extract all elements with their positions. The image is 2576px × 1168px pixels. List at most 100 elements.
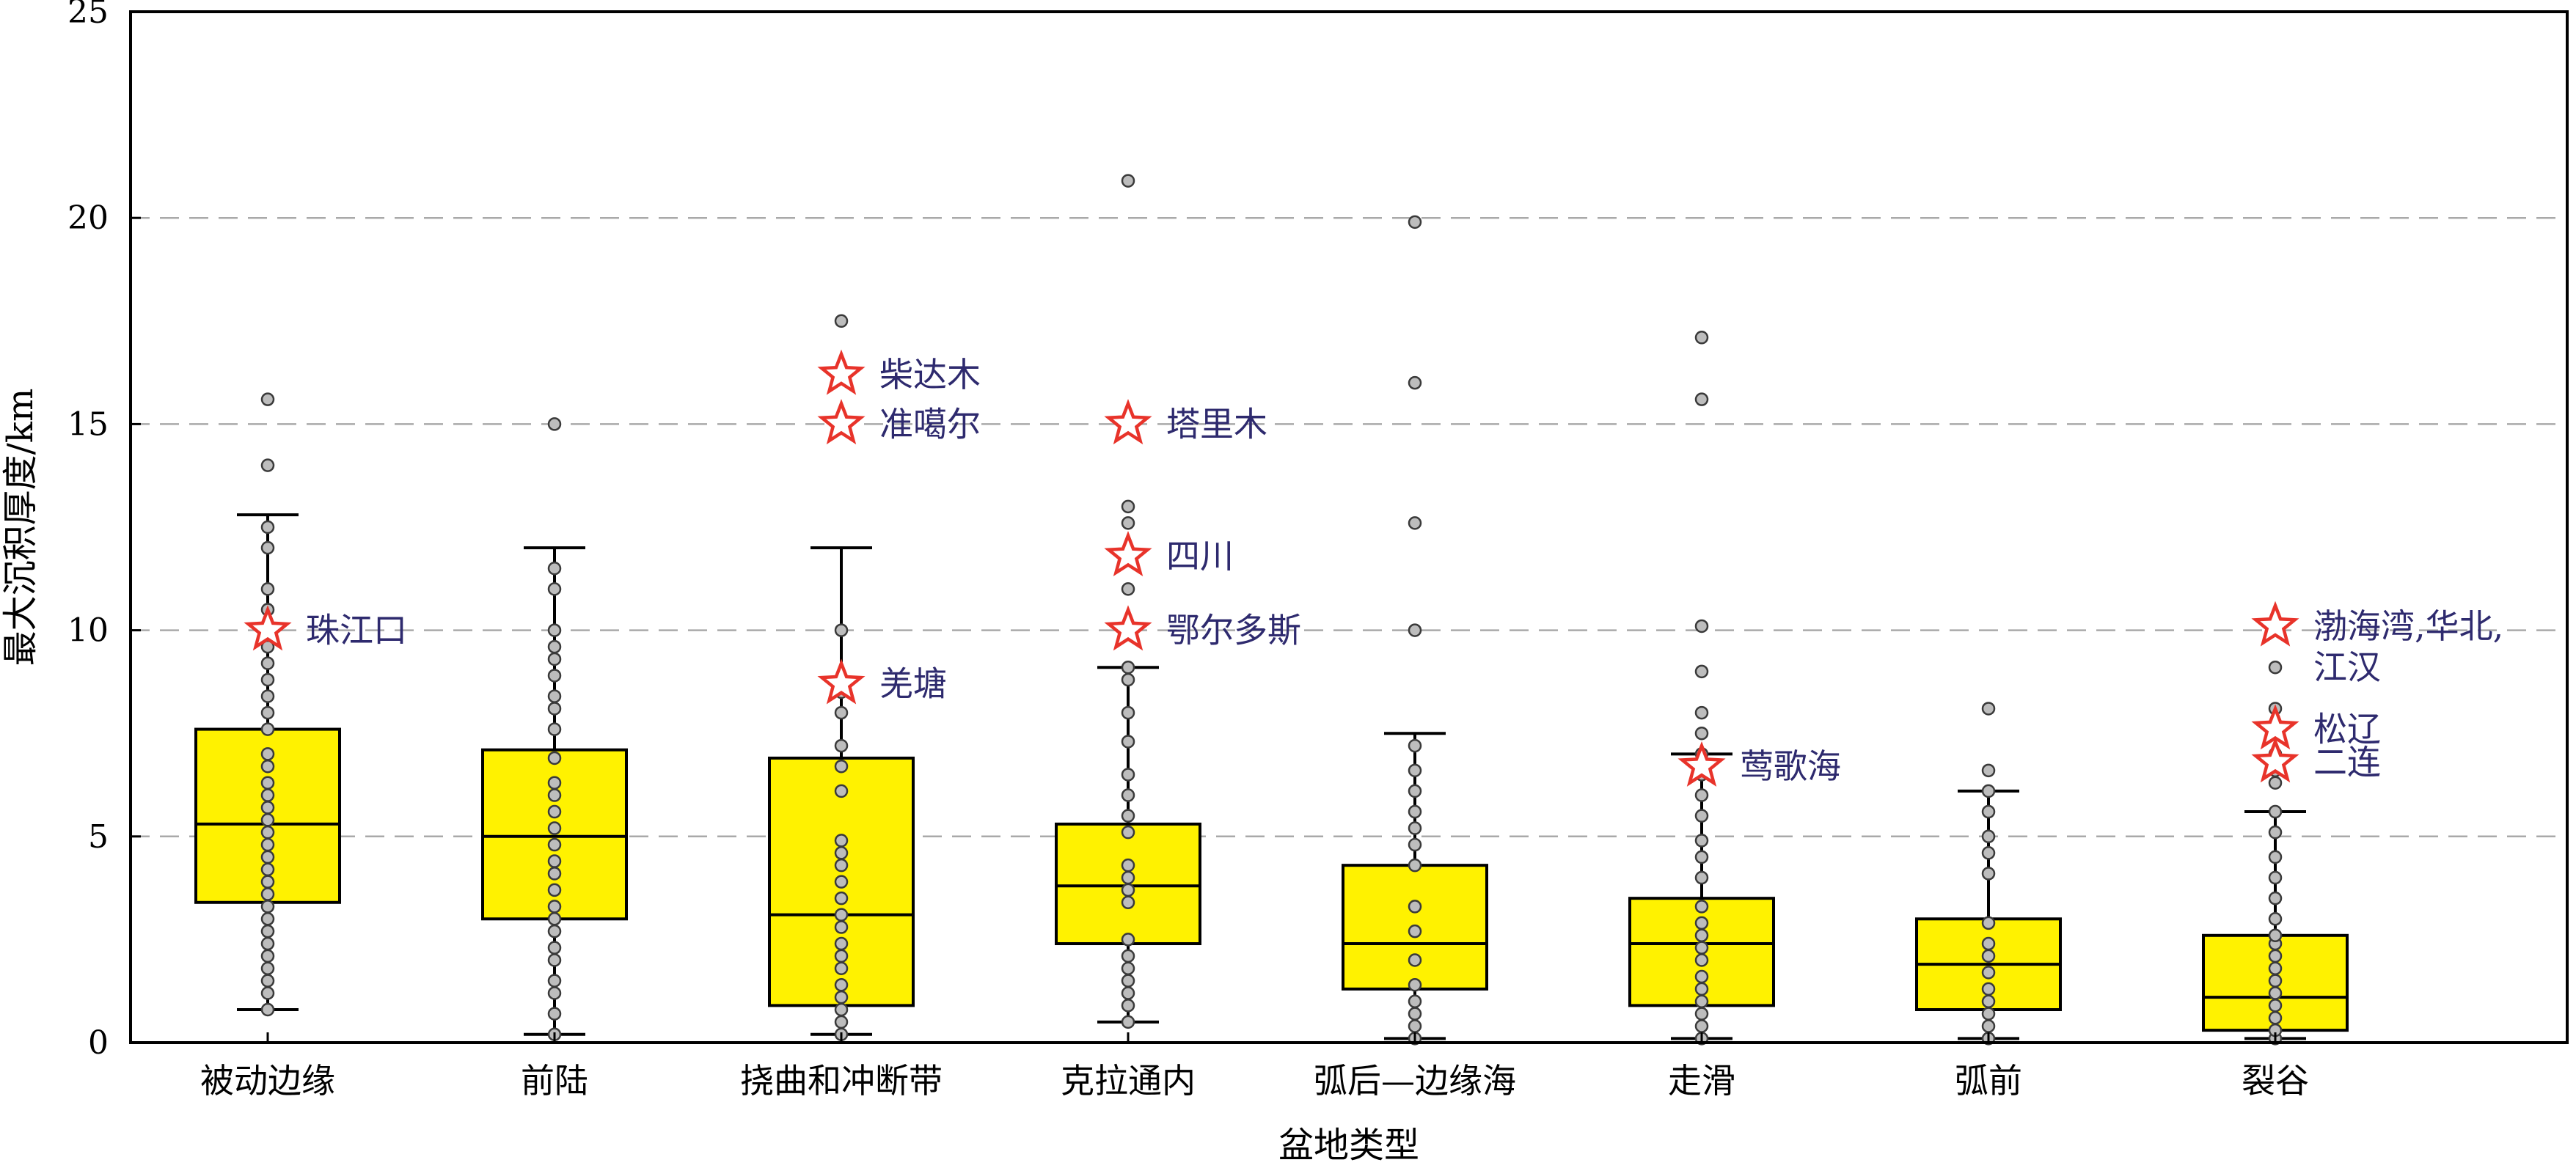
data-point bbox=[547, 854, 562, 868]
annotation-label: 二连 bbox=[2313, 743, 2381, 782]
data-point bbox=[1408, 804, 1422, 819]
data-point bbox=[260, 974, 275, 988]
data-point bbox=[547, 883, 562, 897]
data-point bbox=[1694, 982, 1709, 996]
data-point bbox=[547, 1007, 562, 1021]
data-point bbox=[547, 788, 562, 802]
data-point bbox=[2268, 949, 2283, 963]
data-point bbox=[2268, 999, 2283, 1013]
annotation-label: 松辽 bbox=[2313, 710, 2381, 749]
data-point bbox=[260, 392, 275, 406]
data-point bbox=[1121, 735, 1135, 749]
data-point bbox=[260, 747, 275, 761]
data-point bbox=[2268, 912, 2283, 926]
data-point bbox=[1408, 924, 1422, 939]
data-point bbox=[547, 417, 562, 431]
data-point bbox=[834, 891, 849, 906]
data-point bbox=[2268, 825, 2283, 840]
data-point bbox=[1981, 702, 1996, 716]
data-point bbox=[1121, 895, 1135, 910]
data-point bbox=[547, 623, 562, 637]
y-tick-label: 0 bbox=[88, 1024, 109, 1062]
data-point bbox=[1694, 994, 1709, 1009]
star-marker bbox=[2251, 737, 2299, 783]
star-marker bbox=[817, 399, 866, 445]
y-tick-label: 15 bbox=[67, 405, 109, 443]
data-point bbox=[260, 936, 275, 951]
data-point bbox=[834, 978, 849, 992]
data-point bbox=[1408, 978, 1422, 992]
data-point bbox=[2268, 1011, 2283, 1025]
data-point bbox=[2268, 850, 2283, 864]
data-point bbox=[1981, 916, 1996, 930]
data-point bbox=[260, 689, 275, 703]
x-tick-label: 克拉通内 bbox=[1061, 1061, 1196, 1101]
y-tick-label: 10 bbox=[67, 612, 109, 650]
data-point bbox=[1408, 900, 1422, 914]
data-point bbox=[1694, 664, 1709, 679]
data-point bbox=[260, 801, 275, 815]
x-tick-label: 挠曲和冲断带 bbox=[740, 1061, 943, 1101]
data-point bbox=[1121, 174, 1135, 188]
data-point bbox=[260, 912, 275, 926]
data-point bbox=[547, 722, 562, 736]
data-point bbox=[260, 776, 275, 790]
data-point bbox=[1981, 867, 1996, 881]
data-point bbox=[2268, 928, 2283, 943]
data-point bbox=[1408, 837, 1422, 852]
data-point bbox=[260, 520, 275, 535]
data-point bbox=[547, 974, 562, 988]
data-point bbox=[260, 875, 275, 889]
data-point bbox=[260, 862, 275, 877]
annotation-label: 江汉 bbox=[2313, 647, 2381, 687]
data-point bbox=[1408, 738, 1422, 753]
star-marker bbox=[817, 349, 866, 395]
data-point bbox=[834, 1015, 849, 1029]
star-marker bbox=[1104, 605, 1152, 651]
data-point bbox=[834, 759, 849, 774]
data-point bbox=[1694, 1007, 1709, 1021]
data-point bbox=[547, 821, 562, 835]
data-point bbox=[1981, 1007, 1996, 1021]
data-point bbox=[260, 722, 275, 736]
y-tick-label: 20 bbox=[67, 199, 109, 237]
data-point bbox=[1981, 829, 1996, 844]
data-point bbox=[1694, 331, 1709, 345]
data-point bbox=[1981, 846, 1996, 860]
data-point bbox=[1121, 870, 1135, 885]
data-point bbox=[2268, 804, 2283, 819]
data-point bbox=[260, 759, 275, 774]
data-point bbox=[1408, 784, 1422, 798]
data-point bbox=[1121, 705, 1135, 720]
y-axis-label: 最大沉积厚度/km bbox=[0, 389, 41, 666]
x-axis-label: 盆地类型 bbox=[1278, 1125, 1419, 1166]
data-point bbox=[1694, 809, 1709, 823]
plot-frame bbox=[129, 10, 2569, 1044]
data-point bbox=[1121, 516, 1135, 530]
x-tick-label: 裂谷 bbox=[2242, 1061, 2309, 1101]
y-tick-label: 5 bbox=[88, 818, 109, 856]
data-point bbox=[1694, 834, 1709, 848]
data-point bbox=[2268, 961, 2283, 976]
data-point bbox=[834, 908, 849, 922]
annotation-label: 塔里木 bbox=[1166, 404, 1267, 444]
star-marker bbox=[1104, 399, 1152, 445]
data-point bbox=[260, 788, 275, 802]
data-point bbox=[547, 986, 562, 1000]
data-point bbox=[547, 702, 562, 716]
data-point bbox=[1981, 936, 1996, 951]
data-point bbox=[547, 639, 562, 654]
data-point bbox=[547, 900, 562, 914]
data-point bbox=[2268, 891, 2283, 906]
data-point bbox=[1408, 994, 1422, 1009]
data-point bbox=[260, 458, 275, 472]
data-point bbox=[834, 623, 849, 637]
x-tick-label: 被动边缘 bbox=[200, 1061, 335, 1101]
data-point bbox=[834, 920, 849, 934]
data-point bbox=[260, 582, 275, 596]
data-point bbox=[1408, 763, 1422, 778]
data-point bbox=[547, 669, 562, 683]
data-point bbox=[1694, 850, 1709, 864]
data-point bbox=[260, 813, 275, 827]
